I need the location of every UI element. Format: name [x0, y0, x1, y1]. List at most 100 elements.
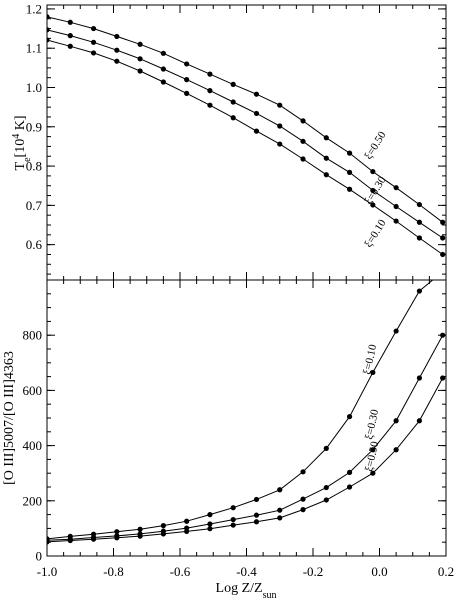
bottom-series-010-point: [253, 496, 260, 503]
top-series-010-point: [230, 115, 236, 121]
top-series-030-point: [440, 235, 446, 241]
top-series-050-point: [67, 19, 73, 25]
top-series-030-point: [207, 88, 213, 94]
bottom-y-tick-label: 0: [36, 549, 43, 564]
x-tick-label: 0.2: [438, 564, 454, 579]
top-series-050-point: [300, 118, 306, 124]
top-series-010-point: [300, 156, 306, 162]
bottom-series-030-point: [323, 484, 329, 491]
top-series-030-point: [416, 219, 422, 225]
bottom-series-050-point: [393, 447, 399, 453]
bottom-series-050-point: [47, 539, 50, 545]
bottom-series-010-point: [230, 505, 236, 511]
top-y-tick-label: 1.2: [26, 1, 42, 16]
top-series-010-point: [440, 251, 446, 258]
bottom-series-050-point: [346, 484, 353, 490]
bottom-series-050-point: [440, 375, 446, 381]
bottom-series-010-point: [160, 523, 166, 529]
top-series-050-point: [393, 185, 399, 191]
bottom-series-label-xi-010: ξ=0.10: [361, 343, 379, 376]
top-series-030-point: [300, 138, 306, 144]
top-y-tick-label: 0.8: [26, 159, 42, 174]
top-series-030-point: [277, 123, 283, 129]
top-series-label-xi-010: ξ=0.10: [362, 217, 389, 250]
x-tick-labels: -1.0 -0.8 -0.6 -0.4 -0.2 0.0 0.2: [37, 564, 454, 579]
top-series-050-point: [416, 201, 422, 208]
top-series-050-point: [160, 50, 166, 56]
bottom-series-label-xi-030: ξ=0.30: [363, 408, 381, 441]
top-panel-frame: [46, 4, 447, 281]
top-series-010-point: [90, 50, 97, 56]
bottom-panel-frame: [46, 279, 447, 557]
top-series-050-point: [370, 168, 376, 175]
top-y-tick-label: 0.9: [26, 119, 42, 134]
top-series-010-point: [393, 218, 399, 224]
top-series-030-point: [184, 77, 190, 83]
top-series-050-point: [184, 61, 190, 67]
bottom-series-050-point: [137, 533, 143, 539]
top-series-050-point: [207, 71, 213, 77]
top-y-tick-label: 1.1: [26, 41, 42, 56]
bottom-series-030-line: [47, 334, 444, 541]
bottom-series-050-point: [416, 418, 422, 424]
top-series-010-point: [137, 68, 143, 74]
top-series-030-point: [346, 169, 353, 175]
bottom-series-030-point: [416, 375, 422, 381]
top-series-010-line: [47, 39, 443, 255]
top-series-010-point: [114, 58, 120, 64]
bottom-series-030-point: [393, 418, 399, 424]
x-tick-label: -0.8: [103, 564, 124, 579]
top-y-tick-label: 0.6: [26, 237, 43, 252]
top-series-030-point: [90, 39, 97, 45]
top-y-axis-label: Te[104 K]: [11, 116, 33, 171]
bottom-y-axis-label: [O III]5007/[O III]4363: [2, 351, 17, 485]
bottom-series-010-point: [137, 526, 143, 532]
bottom-series-010-point: [277, 487, 283, 493]
top-series-030-point: [393, 203, 399, 210]
top-series-030-point: [114, 47, 120, 53]
bottom-series-030-point: [253, 512, 260, 518]
top-series-030-point: [370, 187, 376, 194]
x-tick-label: -0.6: [170, 564, 191, 579]
top-series-030-point: [323, 155, 329, 161]
bottom-series-030-point: [346, 469, 353, 475]
top-series-050-point: [137, 41, 143, 47]
bottom-series-010-point: [184, 518, 190, 524]
top-series-050-point: [47, 14, 50, 20]
bottom-series-010-point: [370, 369, 376, 376]
top-series-030-point: [230, 99, 236, 105]
bottom-series-010-point: [393, 328, 399, 334]
top-series-010-point: [47, 37, 50, 43]
bottom-series-050-point: [370, 470, 376, 476]
top-series-050-point: [440, 219, 446, 225]
bottom-series-030-point: [300, 496, 306, 502]
bottom-panel-series: [47, 280, 446, 545]
bottom-series-050-point: [253, 519, 260, 525]
bottom-series-050-point: [184, 528, 190, 535]
bottom-y-tick-label: 600: [23, 383, 43, 398]
bottom-series-050-point: [323, 497, 329, 503]
top-series-010-point: [370, 202, 376, 208]
bottom-panel-ticks: [46, 279, 447, 557]
top-y-tick-label: 0.7: [26, 198, 43, 213]
bottom-series-050-point: [207, 526, 213, 532]
bottom-series-050-point: [67, 537, 73, 544]
bottom-series-050-point: [160, 531, 166, 537]
top-series-030-point: [47, 27, 50, 33]
bottom-series-050-point: [300, 507, 306, 513]
bottom-y-tick-label: 200: [23, 493, 43, 508]
x-tick-label: -0.2: [303, 564, 324, 579]
top-panel-series: [47, 14, 446, 258]
top-panel-ticks: [46, 5, 447, 280]
top-series-010-point: [184, 90, 190, 96]
bottom-series-050-point: [230, 522, 236, 528]
top-series-050-line: [47, 16, 444, 223]
bottom-series-010-point: [416, 288, 422, 294]
top-series-010-point: [160, 79, 166, 85]
top-series-050-point: [323, 135, 329, 141]
bottom-panel-y-tick-labels: 0 200 400 600 800: [23, 328, 43, 564]
bottom-series-030-point: [370, 447, 376, 453]
bottom-series-030-point: [230, 516, 236, 523]
bottom-series-030-point: [207, 521, 213, 527]
